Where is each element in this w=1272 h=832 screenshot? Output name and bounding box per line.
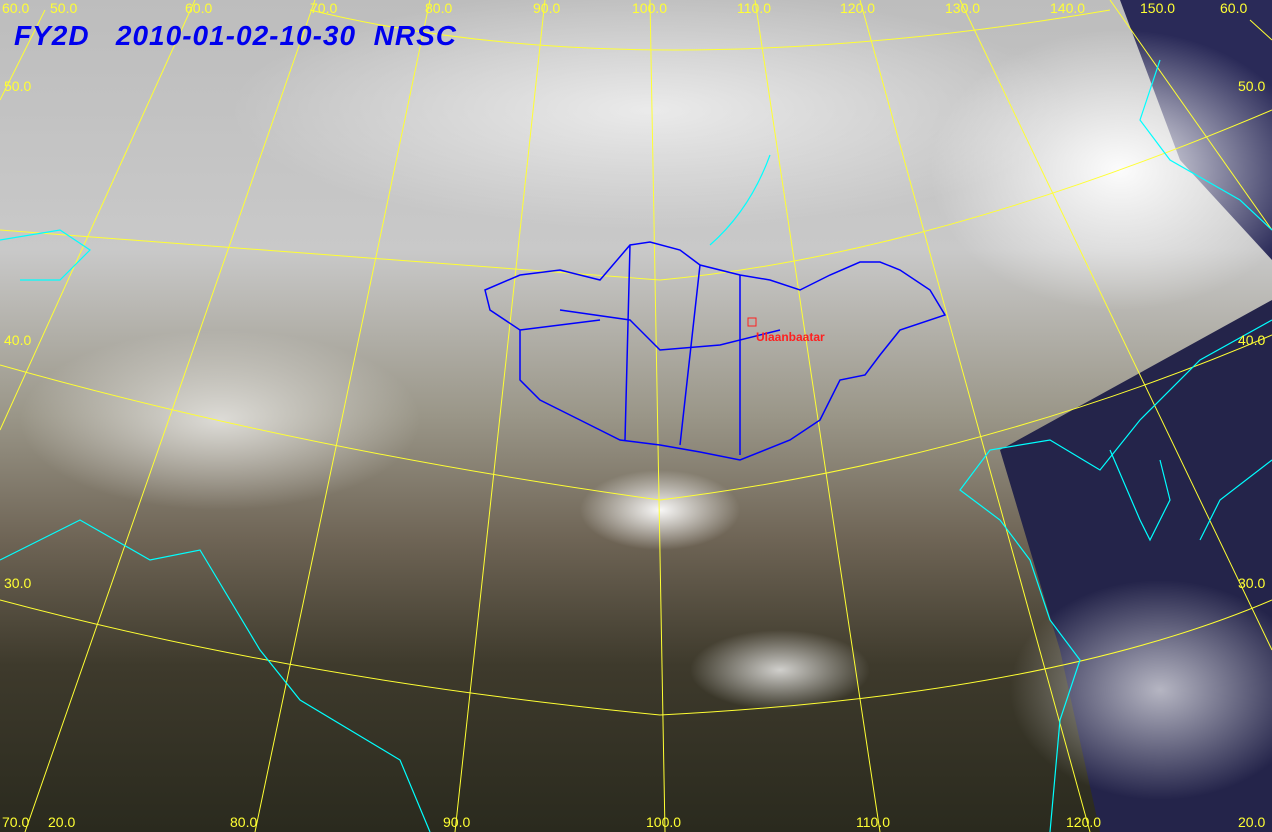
- cloud: [580, 470, 740, 550]
- top-label: 90.0: [533, 0, 561, 16]
- bottom-label: 90.0: [443, 814, 471, 830]
- left-label: 30.0: [4, 575, 32, 591]
- top-label: 110.0: [737, 0, 771, 16]
- bottom-label: 70.0: [2, 814, 30, 830]
- top-label: 60.0: [2, 0, 30, 16]
- cloud: [230, 0, 1070, 230]
- bottom-label: 110.0: [856, 814, 890, 830]
- bottom-label: 80.0: [230, 814, 258, 830]
- right-label: 50.0: [1238, 78, 1266, 94]
- top-label: 120.0: [840, 0, 876, 16]
- left-label: 40.0: [4, 332, 32, 348]
- top-label: 130.0: [945, 0, 981, 16]
- bottom-label: 20.0: [48, 814, 76, 830]
- top-label: 50.0: [50, 0, 78, 16]
- right-label: 40.0: [1238, 332, 1266, 348]
- coastlines: [0, 59, 1272, 832]
- top-label: 140.0: [1050, 0, 1086, 16]
- image-title: FY2D 2010-01-02-10-30 NRSC: [14, 20, 457, 51]
- top-label: 150.0: [1140, 0, 1176, 16]
- bottom-label: 100.0: [646, 814, 682, 830]
- cloud: [1010, 580, 1272, 800]
- top-label: 60.0: [185, 0, 213, 16]
- top-label: 100.0: [632, 0, 668, 16]
- mongolia-boundary: [484, 241, 947, 461]
- cloud: [690, 630, 870, 710]
- cloud: [20, 330, 420, 510]
- left-label: 50.0: [4, 78, 32, 94]
- top-label: 80.0: [425, 0, 453, 16]
- city-label-ulaanbaatar: Ulaanbaatar: [756, 330, 825, 344]
- bottom-label: 20.0: [1238, 814, 1266, 830]
- top-label: 70.0: [310, 0, 338, 16]
- right-label: 30.0: [1238, 575, 1266, 591]
- top-label: 60.0: [1220, 0, 1248, 16]
- ulaanbaatar-marker: [747, 317, 757, 327]
- bottom-label: 120.0: [1066, 814, 1102, 830]
